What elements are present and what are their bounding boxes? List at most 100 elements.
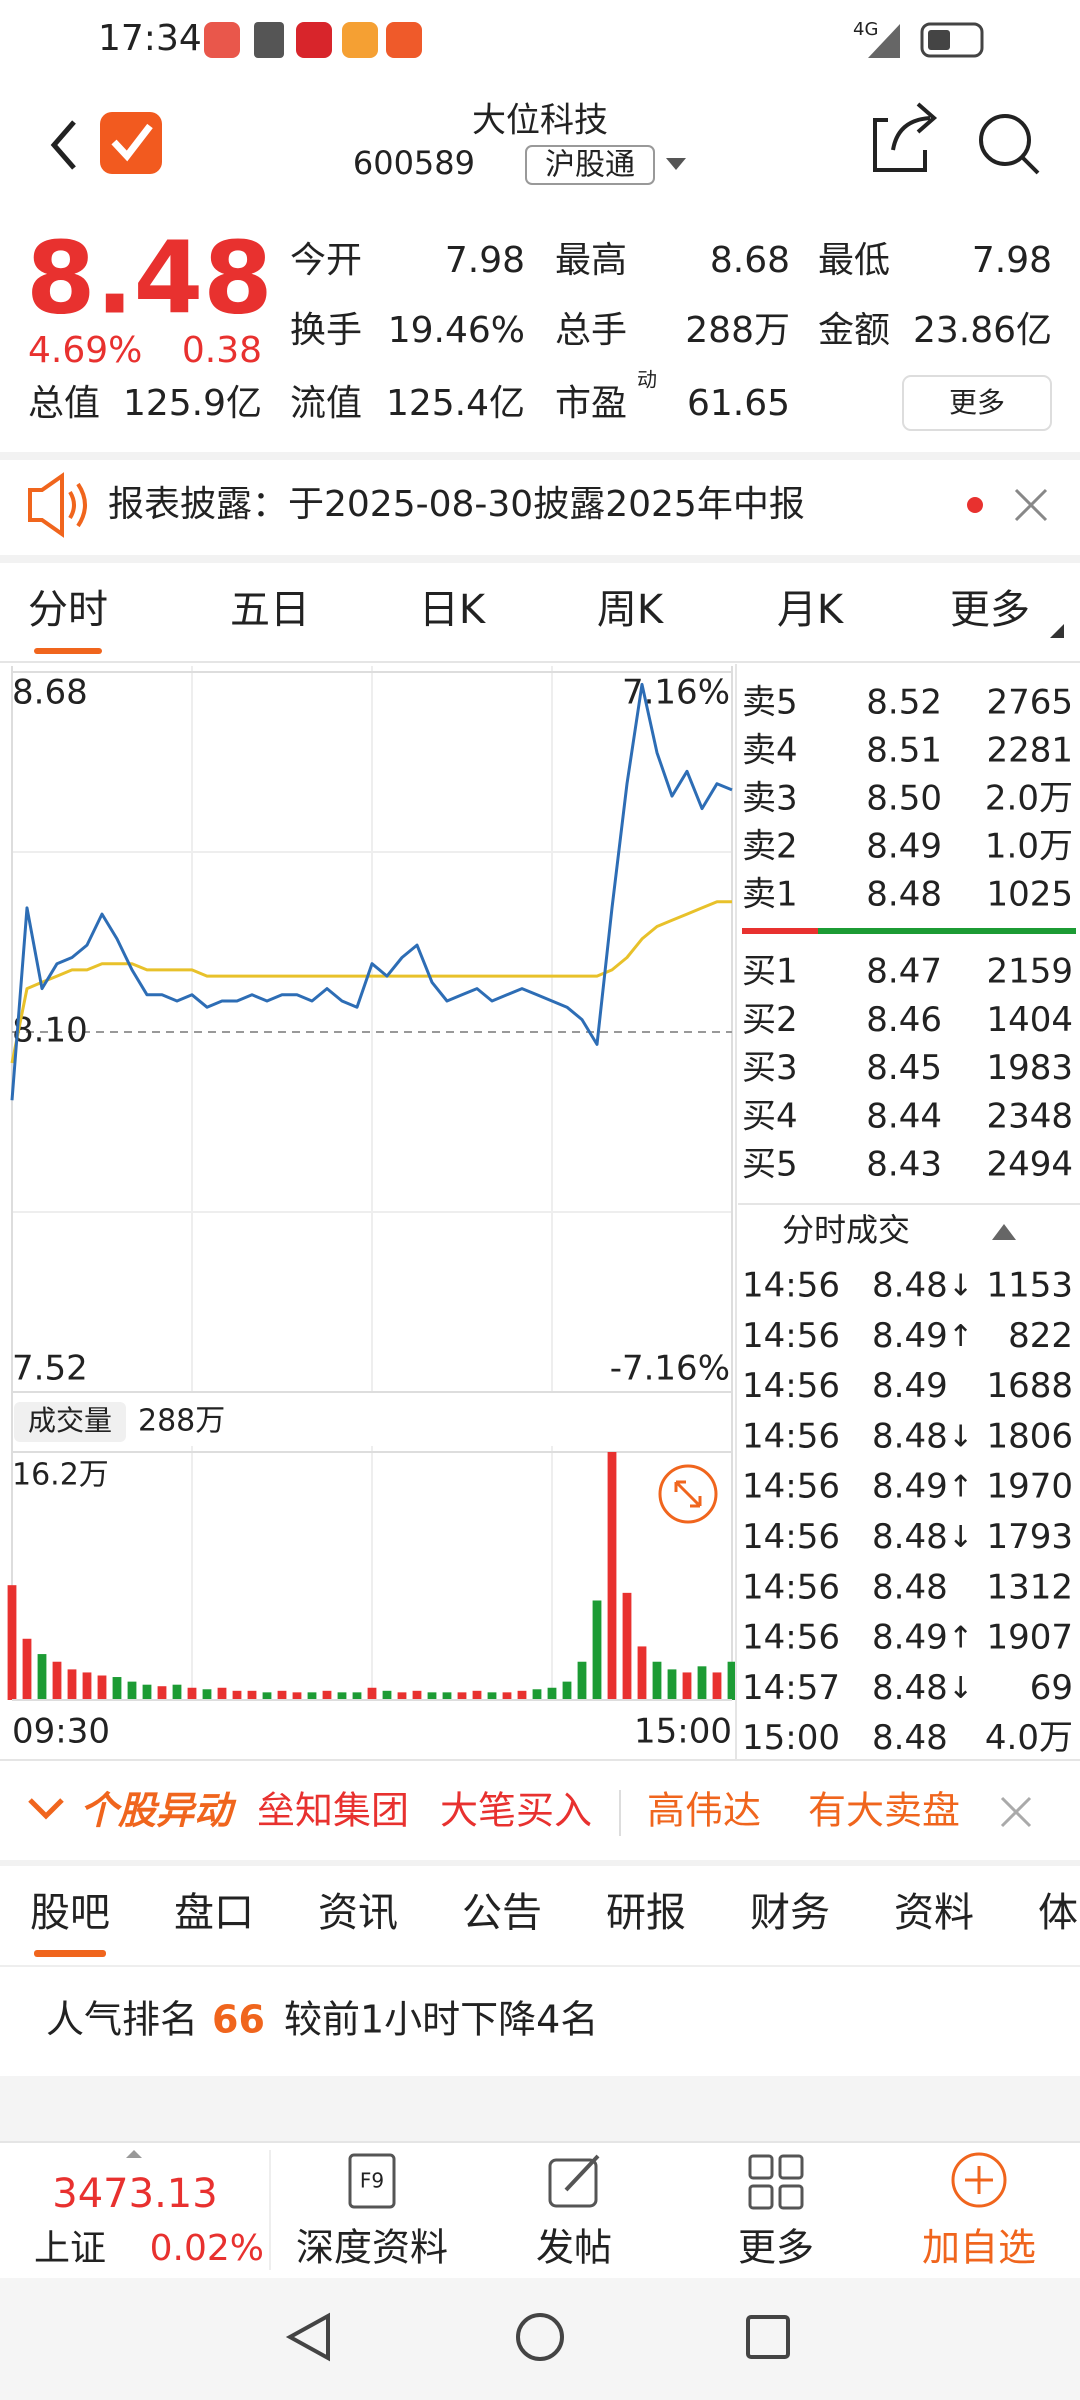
trade-price: 8.48 [872,1517,948,1557]
stock-tag[interactable]: 沪股通 [545,148,635,183]
notice-text[interactable]: 报表披露：于2025-08-30披露2025年中报 [108,484,805,525]
plus [965,2166,993,2194]
section-tab[interactable]: 盘口 [174,1890,254,1936]
stat-value: 125.4亿 [386,383,525,424]
app-icon [342,22,378,58]
trade-direction: ↓ [948,1520,973,1555]
chart-tab[interactable]: 更多 [950,587,1030,633]
nav-recent[interactable] [746,2315,790,2359]
more-icon [778,2154,804,2180]
trade-time: 14:56 [742,1618,840,1658]
action-label[interactable]: 深度资料 [296,2226,448,2270]
sort-icon[interactable] [992,1224,1016,1240]
more-icon [748,2184,774,2210]
book-price: 8.48 [866,875,942,915]
volume-bar [637,1646,647,1700]
nav-home[interactable] [516,2313,564,2361]
trade-direction: ↑ [948,1470,973,1505]
book-price: 8.47 [866,952,942,992]
dropdown-icon[interactable] [666,158,686,170]
action-label[interactable]: 发帖 [536,2226,612,2270]
trade-price: 8.49 [872,1618,948,1658]
book-price: 8.49 [866,827,942,867]
book-price: 8.44 [866,1096,942,1136]
trade-time: 14:56 [742,1316,840,1356]
section-tab[interactable]: 体 [1038,1890,1078,1936]
chart-tab[interactable]: 分时 [28,587,108,633]
volume-bar [502,1692,512,1700]
volume-bar [67,1669,77,1700]
more-icon[interactable] [748,2154,774,2180]
average-line [10,900,732,1064]
stat-value: 288万 [685,310,790,351]
app-logo[interactable] [100,112,162,174]
volume-bar [697,1666,707,1700]
volume-bar [427,1692,437,1700]
f9-icon[interactable] [348,2153,396,2209]
stat-sup: 动 [637,368,657,392]
y-tick-label: 8.68 [12,673,88,713]
alert-chevron[interactable] [28,1798,64,1820]
more-label[interactable]: 更多 [949,386,1005,419]
nav-back[interactable] [285,2312,330,2362]
chart-tab[interactable]: 五日 [230,587,310,633]
share-button[interactable] [873,102,938,172]
trade-time: 14:56 [742,1266,840,1306]
alert-item[interactable]: 大笔买入 [440,1789,592,1833]
trade-time: 14:56 [742,1517,840,1557]
tag-box[interactable] [525,145,655,185]
alert-item[interactable]: 垒知集团 [257,1789,409,1833]
index-name[interactable]: 上证 [34,2228,106,2269]
trade-price: 8.49 [872,1467,948,1507]
volume-bar [532,1689,542,1700]
expand-button[interactable] [658,1464,718,1524]
action-label[interactable]: 加自选 [922,2226,1036,2270]
trade-time: 14:57 [742,1668,840,1708]
stat-value: 23.86亿 [913,310,1052,351]
close-alert[interactable] [1000,1796,1032,1828]
alert-item[interactable]: 有大卖盘 [808,1789,960,1833]
volume-bar [652,1661,662,1700]
unread-dot [967,497,983,513]
search-handle [1020,155,1040,175]
book-label: 卖5 [742,683,798,723]
book-volume: 2348 [986,1096,1073,1136]
trade-volume: 1793 [986,1517,1073,1557]
post-icon[interactable] [548,2158,598,2208]
index-value[interactable]: 3473.13 [52,2171,217,2217]
volume-bar [622,1592,632,1700]
separator [0,452,1080,460]
back-button[interactable] [50,120,76,170]
stat-label: 最高 [555,240,627,281]
volume-bar [352,1692,362,1700]
speaker-icon [28,472,87,538]
trade-price: 8.49 [872,1366,948,1406]
chart-tab[interactable]: 日K [419,587,487,633]
trade-time: 15:00 [742,1718,840,1758]
alert-item[interactable]: 高伟达 [647,1789,761,1833]
action-label[interactable]: 更多 [738,2226,814,2270]
book-volume: 2281 [986,731,1073,771]
close-notice[interactable] [1014,488,1048,522]
section-tab[interactable]: 研报 [606,1890,686,1936]
more-button[interactable] [902,375,1052,431]
add-icon[interactable] [951,2152,1007,2208]
stat-value: 7.98 [972,240,1052,281]
trades-title[interactable]: 分时成交 [782,1211,910,1249]
chart-tab[interactable]: 周K [597,587,665,633]
section-tab[interactable]: 财务 [750,1890,830,1936]
status-time: 17:34 [98,18,202,59]
section-tab[interactable]: 公告 [462,1890,542,1936]
index-change[interactable]: 0.02% [150,2228,264,2269]
chart-tab[interactable]: 月K [777,587,845,633]
trade-price: 8.48 [872,1416,948,1456]
stat-label: 流值 [290,383,362,424]
volume-bar [487,1692,497,1700]
section-tab[interactable]: 资料 [894,1890,974,1936]
search-button[interactable] [979,114,1031,166]
section-tab[interactable]: 资讯 [318,1890,398,1936]
expand-index[interactable] [126,2150,142,2158]
section-tab[interactable]: 股吧 [30,1890,110,1936]
